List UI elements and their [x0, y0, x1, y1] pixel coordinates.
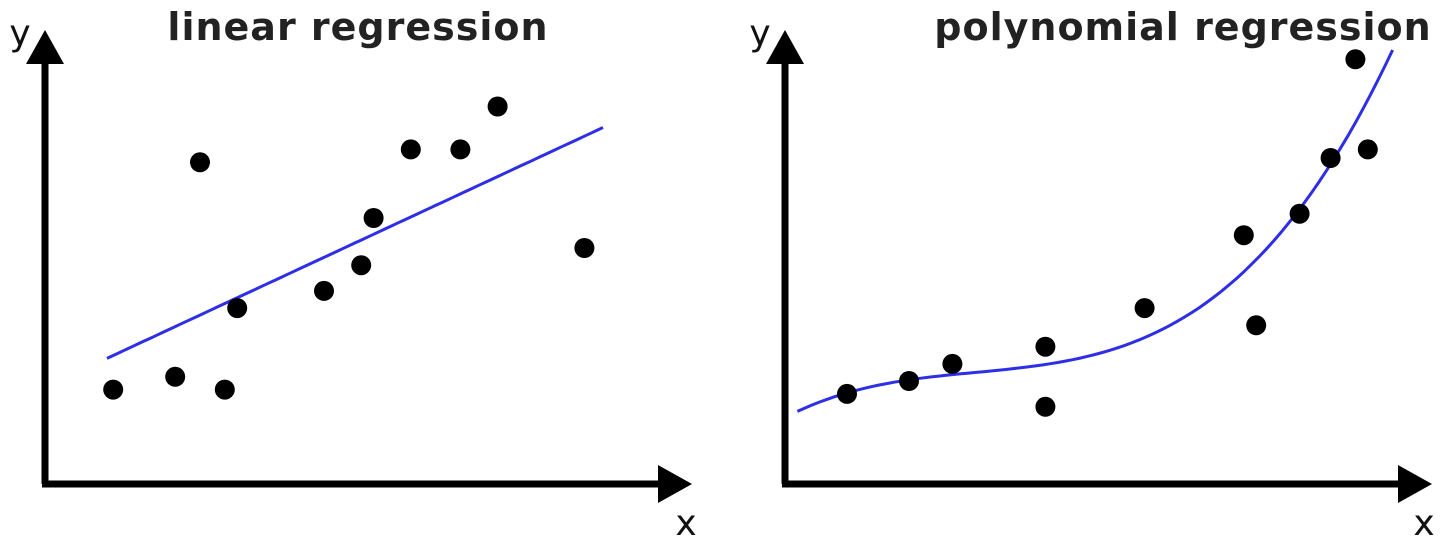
x-axis-arrow: [1398, 465, 1432, 503]
data-point: [837, 383, 857, 404]
y-axis-arrow: [766, 30, 804, 64]
data-point: [1035, 336, 1056, 357]
chart-title: polynomial regression: [934, 5, 1431, 49]
polynomial-regression-chart: polynomial regression y x: [749, 5, 1434, 544]
data-point: [1289, 203, 1310, 224]
chart-marks: [796, 49, 1394, 417]
data-point: [314, 280, 334, 301]
linear-regression-chart: linear regression y x: [9, 5, 696, 544]
data-point: [1345, 49, 1366, 70]
data-point: [400, 139, 421, 160]
x-axis-arrow: [658, 465, 692, 503]
data-point: [1246, 315, 1267, 336]
data-point: [1134, 298, 1155, 319]
data-point: [363, 208, 384, 228]
x-axis-label: x: [675, 503, 696, 544]
data-point: [899, 371, 919, 391]
data-point: [942, 353, 963, 374]
data-point: [1233, 225, 1254, 246]
data-point: [103, 379, 124, 400]
chart-marks: [103, 96, 604, 400]
regression-line: [796, 49, 1394, 413]
data-point: [1035, 396, 1056, 417]
data-point: [351, 255, 372, 276]
data-point: [574, 238, 595, 258]
data-point: [190, 152, 210, 173]
data-point: [227, 298, 248, 319]
y-axis-label: y: [9, 13, 30, 54]
regression-line: [106, 126, 604, 360]
data-point: [1357, 139, 1378, 160]
data-point: [450, 139, 471, 160]
data-point: [214, 379, 235, 400]
x-axis-label: x: [1413, 503, 1434, 544]
data-point: [487, 96, 508, 117]
y-axis-label: y: [749, 13, 770, 54]
data-point: [165, 366, 186, 387]
data-point: [1320, 148, 1341, 168]
y-axis-arrow: [26, 30, 64, 64]
chart-title: linear regression: [167, 5, 548, 49]
